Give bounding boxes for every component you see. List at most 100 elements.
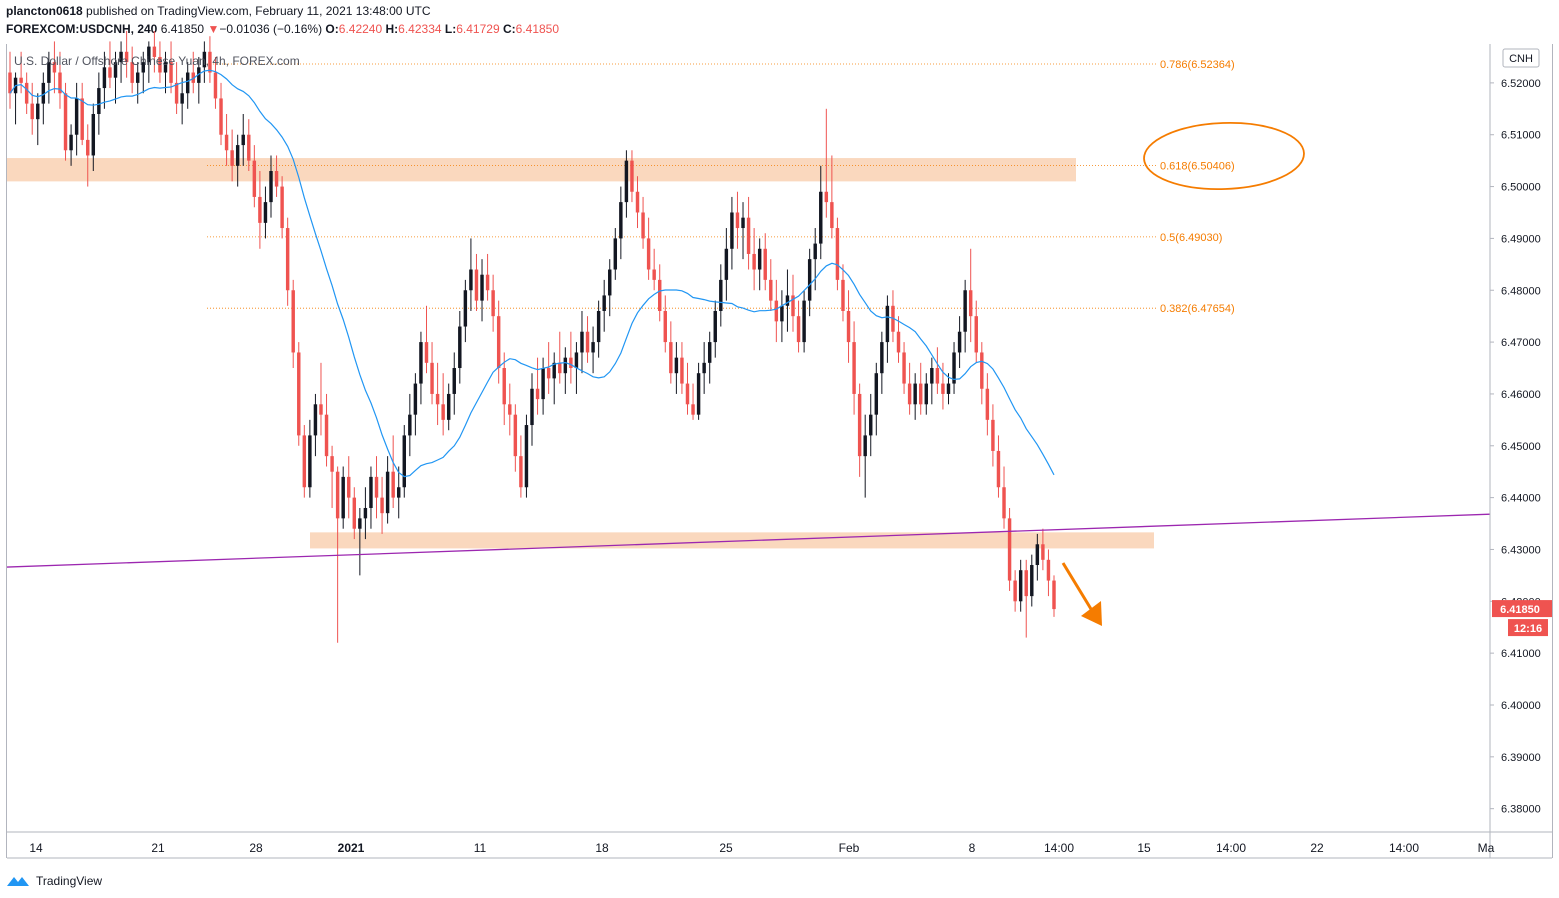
candle[interactable] <box>519 435 523 498</box>
candle[interactable] <box>302 425 307 498</box>
candle[interactable] <box>397 466 401 519</box>
candle[interactable] <box>680 342 684 394</box>
candle[interactable] <box>707 331 712 384</box>
candle[interactable] <box>924 373 928 415</box>
candle[interactable] <box>347 456 351 519</box>
candle[interactable] <box>1013 570 1017 612</box>
candle[interactable] <box>474 253 479 311</box>
candle[interactable] <box>608 259 612 317</box>
candle[interactable] <box>735 191 740 249</box>
candle[interactable] <box>419 331 423 405</box>
candle[interactable] <box>141 51 145 94</box>
candle[interactable] <box>569 331 573 384</box>
candle[interactable] <box>363 487 368 540</box>
currency-box[interactable] <box>1502 48 1540 68</box>
candle[interactable] <box>502 352 506 426</box>
candle[interactable] <box>480 259 484 322</box>
candle[interactable] <box>508 383 512 436</box>
candle[interactable] <box>330 445 334 508</box>
candle[interactable] <box>696 362 701 420</box>
candle[interactable] <box>274 155 279 197</box>
candle[interactable] <box>74 82 79 156</box>
candle[interactable] <box>230 129 234 182</box>
candle[interactable] <box>585 316 590 363</box>
candle[interactable] <box>241 113 245 166</box>
candle[interactable] <box>957 316 962 369</box>
candle[interactable] <box>119 41 123 83</box>
candle[interactable] <box>691 383 695 420</box>
candle[interactable] <box>91 103 96 172</box>
candle[interactable] <box>152 31 157 73</box>
candle[interactable] <box>669 321 673 384</box>
candle[interactable] <box>297 342 301 446</box>
candle[interactable] <box>852 321 856 415</box>
candle[interactable] <box>869 393 873 457</box>
candle[interactable] <box>641 196 645 249</box>
candle[interactable] <box>1007 507 1012 591</box>
candle[interactable] <box>413 373 418 436</box>
candle[interactable] <box>963 279 967 353</box>
candle[interactable] <box>308 419 312 498</box>
candle[interactable] <box>880 331 884 394</box>
candle[interactable] <box>546 342 551 394</box>
candle[interactable] <box>158 41 162 83</box>
candle[interactable] <box>991 404 995 467</box>
candle[interactable] <box>730 196 734 270</box>
candle[interactable] <box>324 393 329 467</box>
candle[interactable] <box>796 300 801 353</box>
candle[interactable] <box>197 56 201 104</box>
candle[interactable] <box>658 264 662 322</box>
candle[interactable] <box>835 217 840 291</box>
candle[interactable] <box>930 357 934 405</box>
candle[interactable] <box>491 274 495 332</box>
candle[interactable] <box>41 72 46 125</box>
candle[interactable] <box>1035 533 1040 581</box>
candle[interactable] <box>530 373 534 446</box>
candle[interactable] <box>202 41 207 83</box>
candle[interactable] <box>163 51 168 94</box>
candle[interactable] <box>874 362 879 436</box>
candle[interactable] <box>374 456 379 519</box>
candle[interactable] <box>269 155 273 218</box>
candle[interactable] <box>1030 554 1034 607</box>
candle[interactable] <box>596 300 601 358</box>
candle[interactable] <box>719 264 723 327</box>
candle[interactable] <box>563 347 568 394</box>
candle[interactable] <box>63 82 68 161</box>
candle[interactable] <box>946 373 951 405</box>
candle[interactable] <box>263 186 268 239</box>
candle[interactable] <box>974 300 978 363</box>
zone-support[interactable] <box>310 532 1154 549</box>
candle[interactable] <box>180 77 184 125</box>
candle[interactable] <box>802 290 806 353</box>
candle[interactable] <box>630 150 634 203</box>
candle[interactable] <box>996 435 1001 498</box>
candle[interactable] <box>169 41 173 94</box>
candle[interactable] <box>147 41 151 83</box>
candle[interactable] <box>830 155 834 239</box>
candle[interactable] <box>358 507 362 576</box>
candle[interactable] <box>352 487 357 540</box>
candle[interactable] <box>652 248 656 291</box>
candle[interactable] <box>702 342 706 394</box>
candle[interactable] <box>19 51 23 94</box>
candle[interactable] <box>213 56 218 109</box>
candle[interactable] <box>552 352 556 405</box>
candle[interactable] <box>791 274 795 332</box>
candle[interactable] <box>113 51 118 104</box>
candle[interactable] <box>663 295 667 353</box>
candle[interactable] <box>980 342 984 405</box>
candle[interactable] <box>635 176 640 229</box>
candle[interactable] <box>541 357 545 415</box>
candle[interactable] <box>446 383 451 431</box>
candle[interactable] <box>224 113 229 166</box>
candle[interactable] <box>402 425 406 498</box>
candle[interactable] <box>513 404 518 472</box>
candle[interactable] <box>335 466 340 643</box>
candle[interactable] <box>913 373 917 420</box>
candle[interactable] <box>86 124 90 187</box>
candle[interactable] <box>313 393 318 457</box>
candle[interactable] <box>968 248 973 343</box>
candle[interactable] <box>208 36 212 83</box>
candle[interactable] <box>558 331 562 384</box>
